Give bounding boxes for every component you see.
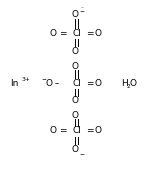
Text: =: =: [86, 79, 94, 88]
Text: O: O: [95, 29, 102, 38]
Text: 2: 2: [127, 84, 131, 89]
Text: O: O: [95, 126, 102, 135]
Text: Cl: Cl: [72, 29, 81, 38]
Text: =: =: [86, 126, 94, 135]
Text: −: −: [79, 8, 84, 13]
Text: O: O: [50, 126, 57, 135]
Text: O: O: [95, 79, 102, 88]
Text: O: O: [71, 62, 78, 71]
Text: O: O: [130, 79, 136, 88]
Text: O: O: [50, 29, 57, 38]
Text: O: O: [71, 145, 78, 154]
Text: O: O: [45, 79, 52, 88]
Text: ⁻: ⁻: [81, 8, 84, 13]
Text: In: In: [10, 79, 19, 88]
Text: O: O: [71, 111, 78, 120]
Text: 3+: 3+: [22, 77, 30, 82]
Text: −: −: [42, 77, 47, 82]
Text: O: O: [71, 47, 78, 56]
Text: O: O: [71, 10, 78, 19]
Text: O: O: [71, 96, 78, 105]
Text: =: =: [59, 126, 67, 135]
Text: Cl: Cl: [72, 126, 81, 135]
Text: Cl: Cl: [72, 79, 81, 88]
Text: −: −: [79, 151, 84, 156]
Text: =: =: [59, 29, 67, 38]
Text: H: H: [121, 79, 128, 88]
Text: –: –: [54, 79, 58, 88]
Text: =: =: [86, 29, 94, 38]
